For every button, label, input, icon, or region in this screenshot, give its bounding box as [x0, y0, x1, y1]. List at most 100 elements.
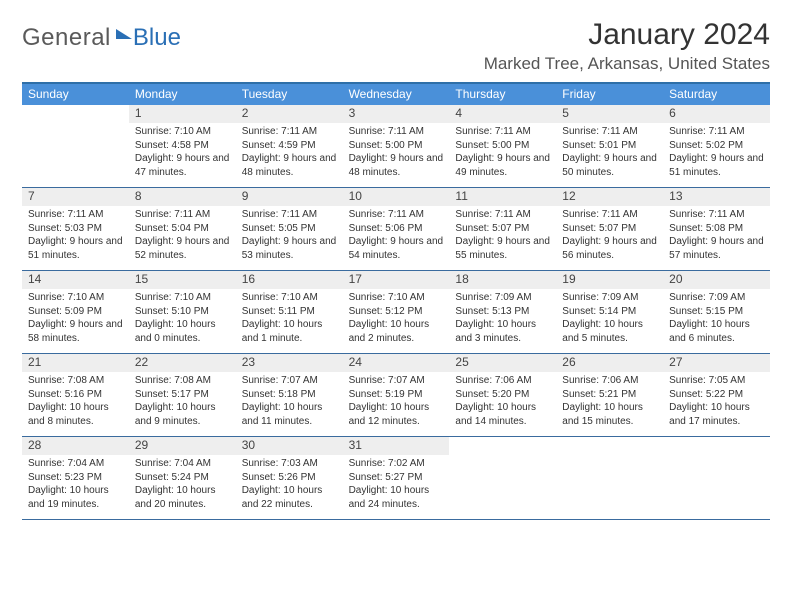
sunrise-text: Sunrise: 7:07 AM — [349, 374, 444, 388]
sunrise-text: Sunrise: 7:09 AM — [669, 291, 764, 305]
day-info: Sunrise: 7:11 AMSunset: 5:07 PMDaylight:… — [455, 208, 550, 262]
daylight-text: Daylight: 10 hours and 9 minutes. — [135, 401, 230, 428]
date-number: 8 — [129, 188, 236, 206]
day-cell: 23Sunrise: 7:07 AMSunset: 5:18 PMDayligh… — [236, 354, 343, 436]
day-info: Sunrise: 7:04 AMSunset: 5:23 PMDaylight:… — [28, 457, 123, 511]
day-header-sunday: Sunday — [22, 84, 129, 105]
date-number: 1 — [129, 105, 236, 123]
sunrise-text: Sunrise: 7:11 AM — [455, 125, 550, 139]
logo: General Blue — [22, 24, 181, 52]
daylight-text: Daylight: 10 hours and 6 minutes. — [669, 318, 764, 345]
day-cell — [663, 437, 770, 519]
sunrise-text: Sunrise: 7:06 AM — [455, 374, 550, 388]
sunset-text: Sunset: 5:24 PM — [135, 471, 230, 485]
sunset-text: Sunset: 5:08 PM — [669, 222, 764, 236]
sunset-text: Sunset: 5:14 PM — [562, 305, 657, 319]
day-header-wednesday: Wednesday — [343, 84, 450, 105]
day-info: Sunrise: 7:10 AMSunset: 5:10 PMDaylight:… — [135, 291, 230, 345]
sunset-text: Sunset: 5:19 PM — [349, 388, 444, 402]
sunset-text: Sunset: 5:04 PM — [135, 222, 230, 236]
sunrise-text: Sunrise: 7:10 AM — [242, 291, 337, 305]
day-cell: 8Sunrise: 7:11 AMSunset: 5:04 PMDaylight… — [129, 188, 236, 270]
day-cell: 24Sunrise: 7:07 AMSunset: 5:19 PMDayligh… — [343, 354, 450, 436]
date-number: 4 — [449, 105, 556, 123]
daylight-text: Daylight: 10 hours and 5 minutes. — [562, 318, 657, 345]
sunrise-text: Sunrise: 7:11 AM — [669, 208, 764, 222]
daylight-text: Daylight: 10 hours and 0 minutes. — [135, 318, 230, 345]
day-info: Sunrise: 7:11 AMSunset: 5:08 PMDaylight:… — [669, 208, 764, 262]
daylight-text: Daylight: 10 hours and 3 minutes. — [455, 318, 550, 345]
day-cell: 19Sunrise: 7:09 AMSunset: 5:14 PMDayligh… — [556, 271, 663, 353]
daylight-text: Daylight: 9 hours and 48 minutes. — [349, 152, 444, 179]
sunrise-text: Sunrise: 7:11 AM — [135, 208, 230, 222]
sunset-text: Sunset: 5:20 PM — [455, 388, 550, 402]
day-cell — [449, 437, 556, 519]
sunset-text: Sunset: 5:06 PM — [349, 222, 444, 236]
date-number: 3 — [343, 105, 450, 123]
date-number: 27 — [663, 354, 770, 372]
day-info: Sunrise: 7:11 AMSunset: 5:00 PMDaylight:… — [349, 125, 444, 179]
sunset-text: Sunset: 5:09 PM — [28, 305, 123, 319]
daylight-text: Daylight: 9 hours and 54 minutes. — [349, 235, 444, 262]
date-number: 17 — [343, 271, 450, 289]
sunset-text: Sunset: 5:03 PM — [28, 222, 123, 236]
daylight-text: Daylight: 10 hours and 24 minutes. — [349, 484, 444, 511]
sunset-text: Sunset: 5:00 PM — [455, 139, 550, 153]
date-number: 31 — [343, 437, 450, 455]
daylight-text: Daylight: 9 hours and 58 minutes. — [28, 318, 123, 345]
date-number: 15 — [129, 271, 236, 289]
day-cell: 11 Sunrise: 7:11 AMSunset: 5:07 PMDayligh… — [449, 188, 556, 270]
day-cell: 18Sunrise: 7:09 AMSunset: 5:13 PMDayligh… — [449, 271, 556, 353]
day-cell: 10Sunrise: 7:11 AMSunset: 5:06 PMDayligh… — [343, 188, 450, 270]
day-info: Sunrise: 7:07 AMSunset: 5:18 PMDaylight:… — [242, 374, 337, 428]
date-number: 11 — [449, 188, 556, 206]
date-number: 22 — [129, 354, 236, 372]
date-number: 21 — [22, 354, 129, 372]
daylight-text: Daylight: 10 hours and 8 minutes. — [28, 401, 123, 428]
date-number: 28 — [22, 437, 129, 455]
sunset-text: Sunset: 5:17 PM — [135, 388, 230, 402]
date-number — [556, 437, 663, 455]
daylight-text: Daylight: 9 hours and 47 minutes. — [135, 152, 230, 179]
daylight-text: Daylight: 10 hours and 2 minutes. — [349, 318, 444, 345]
daylight-text: Daylight: 10 hours and 22 minutes. — [242, 484, 337, 511]
sunrise-text: Sunrise: 7:08 AM — [135, 374, 230, 388]
day-info: Sunrise: 7:10 AMSunset: 5:11 PMDaylight:… — [242, 291, 337, 345]
sunrise-text: Sunrise: 7:03 AM — [242, 457, 337, 471]
date-number: 14 — [22, 271, 129, 289]
day-cell: 15 Sunrise: 7:10 AMSunset: 5:10 PMDayligh… — [129, 271, 236, 353]
day-header-thursday: Thursday — [449, 84, 556, 105]
day-header-monday: Monday — [129, 84, 236, 105]
sunset-text: Sunset: 5:01 PM — [562, 139, 657, 153]
sunrise-text: Sunrise: 7:09 AM — [455, 291, 550, 305]
sunrise-text: Sunrise: 7:11 AM — [455, 208, 550, 222]
day-info: Sunrise: 7:11 AMSunset: 5:00 PMDaylight:… — [455, 125, 550, 179]
day-cell: 14Sunrise: 7:10 AMSunset: 5:09 PMDayligh… — [22, 271, 129, 353]
sunrise-text: Sunrise: 7:02 AM — [349, 457, 444, 471]
date-number: 25 — [449, 354, 556, 372]
calendar: Sunday Monday Tuesday Wednesday Thursday… — [22, 82, 770, 520]
day-info: Sunrise: 7:03 AMSunset: 5:26 PMDaylight:… — [242, 457, 337, 511]
date-number: 16 — [236, 271, 343, 289]
day-header-friday: Friday — [556, 84, 663, 105]
daylight-text: Daylight: 10 hours and 15 minutes. — [562, 401, 657, 428]
day-header-saturday: Saturday — [663, 84, 770, 105]
month-title: January 2024 — [484, 18, 770, 52]
sunset-text: Sunset: 5:02 PM — [669, 139, 764, 153]
sunset-text: Sunset: 4:59 PM — [242, 139, 337, 153]
daylight-text: Daylight: 10 hours and 14 minutes. — [455, 401, 550, 428]
day-cell: 29Sunrise: 7:04 AMSunset: 5:24 PMDayligh… — [129, 437, 236, 519]
day-cell: 20Sunrise: 7:09 AMSunset: 5:15 PMDayligh… — [663, 271, 770, 353]
day-info: Sunrise: 7:08 AMSunset: 5:17 PMDaylight:… — [135, 374, 230, 428]
sunset-text: Sunset: 5:07 PM — [562, 222, 657, 236]
sunrise-text: Sunrise: 7:11 AM — [242, 208, 337, 222]
date-number: 19 — [556, 271, 663, 289]
sunset-text: Sunset: 5:13 PM — [455, 305, 550, 319]
day-cell: 30Sunrise: 7:03 AMSunset: 5:26 PMDayligh… — [236, 437, 343, 519]
sunset-text: Sunset: 5:23 PM — [28, 471, 123, 485]
day-info: Sunrise: 7:11 AMSunset: 5:06 PMDaylight:… — [349, 208, 444, 262]
sunrise-text: Sunrise: 7:04 AM — [28, 457, 123, 471]
day-cell: 1Sunrise: 7:10 AMSunset: 4:58 PMDaylight… — [129, 105, 236, 187]
day-info: Sunrise: 7:09 AMSunset: 5:15 PMDaylight:… — [669, 291, 764, 345]
daylight-text: Daylight: 10 hours and 12 minutes. — [349, 401, 444, 428]
